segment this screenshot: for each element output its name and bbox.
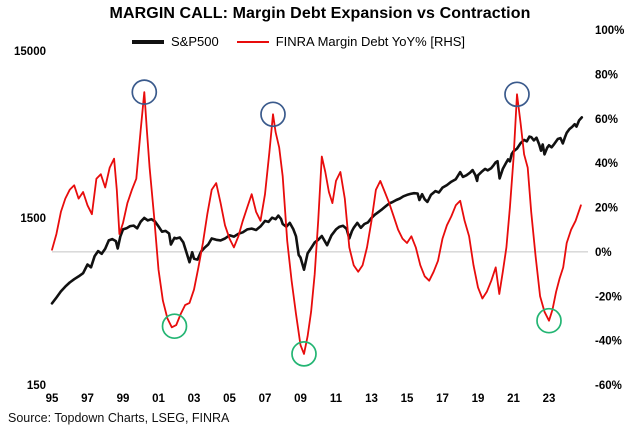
right-axis-tick: 100% [595,25,624,37]
x-axis-tick: 99 [117,393,130,405]
right-axis-tick: 80% [595,69,618,81]
legend-label-margin-debt: FINRA Margin Debt YoY% [RHS] [275,34,466,49]
source-note: Source: Topdown Charts, LSEG, FINRA [8,411,230,425]
sp500-line-sample-icon [132,39,164,44]
peak-circle [131,79,158,105]
x-axis-tick: 11 [330,393,343,405]
right-axis-tick: 0% [595,247,612,259]
x-axis-tick: 07 [259,393,272,405]
trough-circle [291,341,317,367]
x-axis-tick: 19 [472,393,485,405]
margin-debt-line [51,91,582,355]
x-axis-tick: 17 [436,393,449,405]
x-axis-tick: 95 [46,393,59,405]
legend-item-sp500: S&P500 [132,34,219,49]
legend: S&P500 FINRA Margin Debt YoY% [RHS] [132,34,465,49]
left-axis-tick: 1500 [20,213,46,225]
right-axis-tick: 40% [595,158,618,170]
legend-item-margin-debt: FINRA Margin Debt YoY% [RHS] [236,34,466,49]
x-axis-tick: 01 [152,393,165,405]
x-axis-tick: 09 [294,393,307,405]
right-axis-tick: -40% [595,336,622,348]
right-axis-tick: 60% [595,114,618,126]
peak-circle [260,101,286,128]
chart-title: MARGIN CALL: Margin Debt Expansion vs Co… [109,5,531,22]
left-axis-tick: 15000 [14,46,46,58]
left-axis-tick: 150 [27,380,46,392]
x-axis-tick: 97 [81,393,94,405]
trough-circle [536,307,562,334]
x-axis-tick: 03 [188,393,201,405]
x-axis-tick: 21 [507,393,520,405]
x-axis-tick: 23 [543,393,556,405]
right-axis-tick: 20% [595,203,618,215]
peak-circle [504,81,530,108]
x-axis-tick: 13 [365,393,378,405]
legend-label-sp500: S&P500 [171,34,219,49]
right-axis-tick: -60% [595,380,622,392]
x-axis-tick: 05 [223,393,236,405]
trough-circle [161,313,188,340]
x-axis-tick: 15 [401,393,414,405]
margin-debt-line-sample-icon [236,40,269,43]
right-axis-tick: -20% [595,291,622,303]
